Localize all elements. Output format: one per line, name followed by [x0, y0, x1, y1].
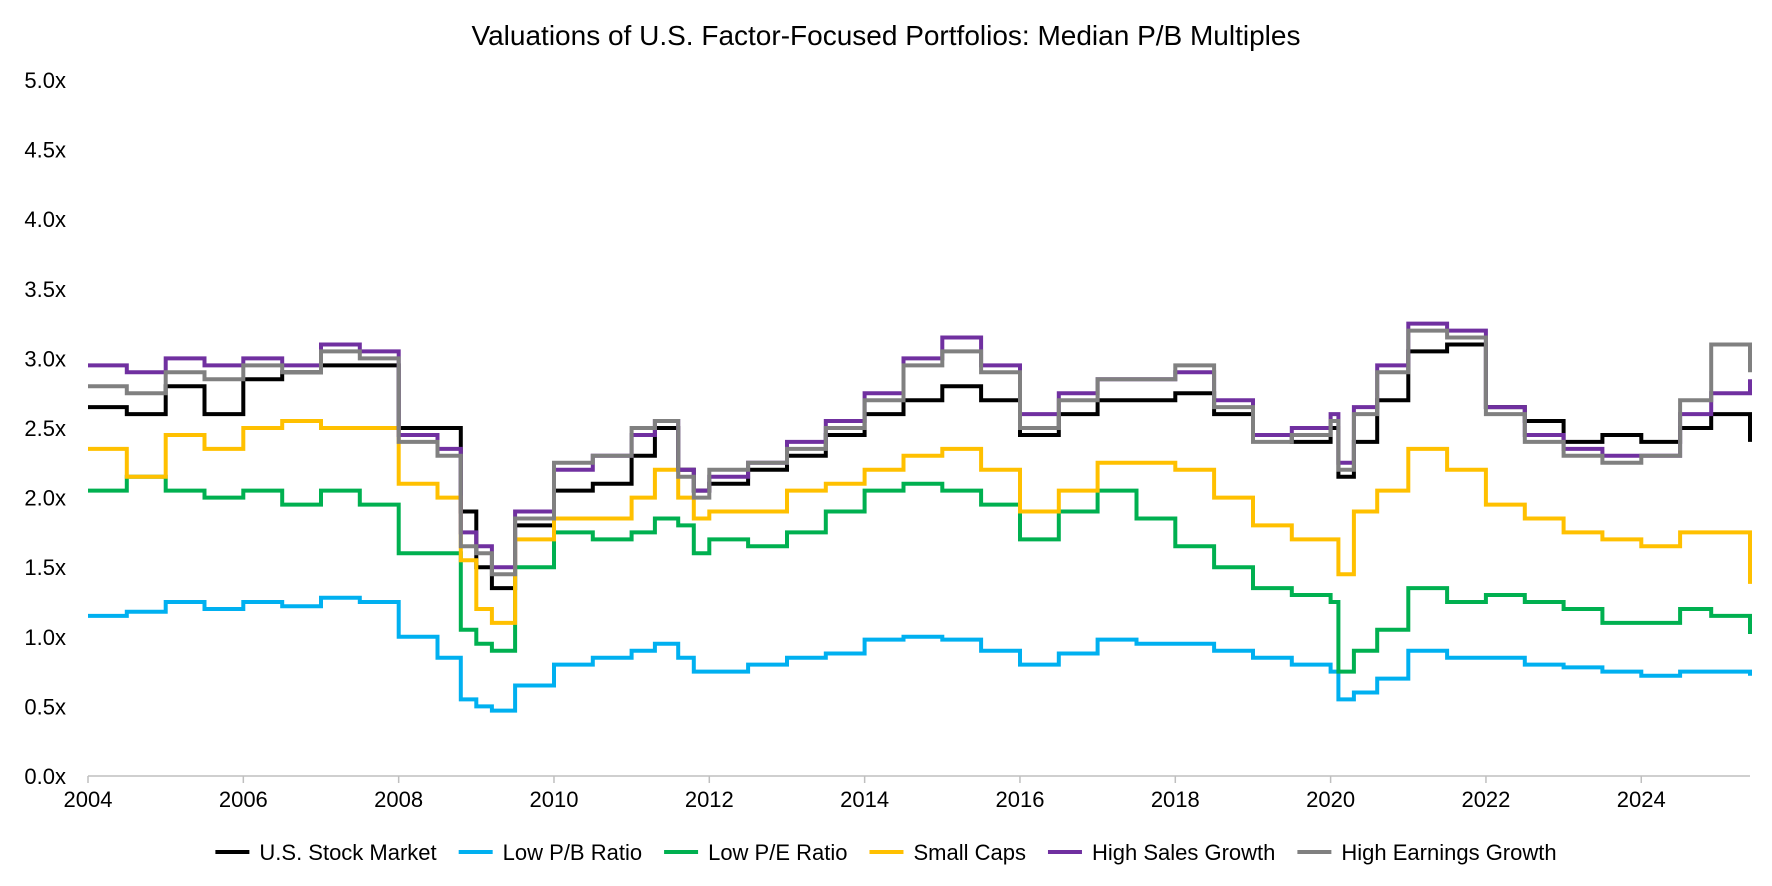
series-line-small-caps [88, 419, 1752, 625]
x-tick-label: 2016 [995, 787, 1044, 812]
y-tick-label: 4.0x [24, 207, 66, 232]
y-tick-label: 2.0x [24, 486, 66, 511]
x-tick-label: 2020 [1306, 787, 1355, 812]
x-tick-label: 2018 [1151, 787, 1200, 812]
x-tick-label: 2008 [374, 787, 423, 812]
y-tick-label: 3.5x [24, 277, 66, 302]
legend-label-high-earnings-growth: High Earnings Growth [1341, 840, 1556, 865]
x-tick-label: 2004 [64, 787, 113, 812]
y-tick-label: 4.5x [24, 138, 66, 163]
legend-label-high-sales-growth: High Sales Growth [1092, 840, 1275, 865]
legend-label-u-s-stock-market: U.S. Stock Market [259, 840, 436, 865]
legend-label-small-caps: Small Caps [913, 840, 1025, 865]
series-line-high-sales-growth [88, 321, 1752, 570]
y-tick-label: 0.5x [24, 694, 66, 719]
chart-title: Valuations of U.S. Factor-Focused Portfo… [472, 20, 1301, 51]
legend-label-low-p-e-ratio: Low P/E Ratio [708, 840, 847, 865]
x-tick-label: 2012 [685, 787, 734, 812]
series-line-low-p-e-ratio [88, 474, 1752, 674]
x-tick-label: 2024 [1617, 787, 1666, 812]
y-tick-label: 2.5x [24, 416, 66, 441]
legend-label-low-p-b-ratio: Low P/B Ratio [503, 840, 642, 865]
plot-lines [88, 321, 1752, 713]
x-tick-label: 2010 [530, 787, 579, 812]
y-tick-label: 3.0x [24, 346, 66, 371]
x-tick-label: 2006 [219, 787, 268, 812]
y-tick-label: 1.5x [24, 555, 66, 580]
y-tick-label: 1.0x [24, 625, 66, 650]
series-line-low-p-b-ratio [88, 595, 1752, 713]
series-line-high-earnings-growth [88, 328, 1752, 577]
x-tick-label: 2022 [1461, 787, 1510, 812]
legend: U.S. Stock Market Low P/B Ratio Low P/E Ra… [215, 840, 1557, 865]
y-tick-label: 5.0x [24, 68, 66, 93]
series-line-u-s-stock-market [88, 342, 1752, 591]
y-tick-label: 0.0x [24, 764, 66, 789]
x-tick-label: 2014 [840, 787, 889, 812]
x-axis-ticks: 2004 2006 2008 2010 2012 2014 2016 2018 2020 2022… [64, 776, 1666, 812]
y-axis-ticks: 0.0x 0.5x 1.0x 1.5x 2.0x 2.5x 3.0x 3.5x 4.0x 4.5x… [24, 68, 66, 789]
